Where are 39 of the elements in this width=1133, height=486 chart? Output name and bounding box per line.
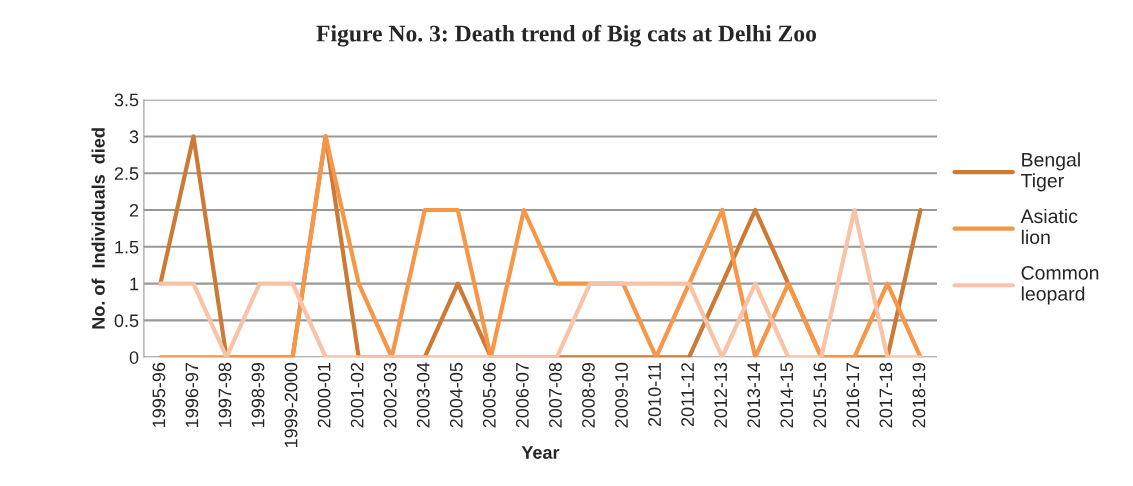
y-tick-label: 3 xyxy=(129,130,139,144)
x-tick-label: 1997-98 xyxy=(218,362,232,427)
y-axis-title: No. of Individuals died xyxy=(91,128,105,329)
x-tick-label: 2009-10 xyxy=(615,362,628,428)
x-tick-label: 2017-18 xyxy=(879,362,893,428)
x-axis-title: Year xyxy=(521,446,560,459)
x-tick-label: 2002-03 xyxy=(383,362,397,428)
x-tick-label: 1998-99 xyxy=(251,362,265,427)
y-tick-label: 2.5 xyxy=(114,167,139,180)
x-tick-label: 2013-14 xyxy=(747,362,761,428)
x-tick-label: 1996-97 xyxy=(185,362,199,427)
y-tick-label: 1.5 xyxy=(115,240,139,254)
legend-label: Bengal Tiger xyxy=(1021,152,1080,192)
x-tick-label: 2018-19 xyxy=(912,362,926,428)
line-series xyxy=(158,134,923,358)
x-tick-label: 2005-06 xyxy=(482,362,496,428)
x-tick-label: 2011-12 xyxy=(681,362,694,427)
x-tick-label: 2003-04 xyxy=(416,362,430,428)
x-tick-label: 2004-05 xyxy=(449,362,463,428)
x-tick-label: 2008-09 xyxy=(582,362,595,428)
y-tick-label: 1 xyxy=(130,277,139,291)
legend-label: Common leopard xyxy=(1021,265,1099,305)
x-tick-label: 2007-08 xyxy=(549,362,562,428)
y-tick-label: 2 xyxy=(129,203,139,217)
x-tick-label: 2006-07 xyxy=(515,362,529,428)
y-tick-label: 0 xyxy=(129,351,139,364)
x-tick-label: 1995-96 xyxy=(152,362,166,427)
x-tick-label: 2015-16 xyxy=(813,362,827,428)
x-tick-label: 2014-15 xyxy=(780,362,794,428)
x-tick-label: 1999-2000 xyxy=(284,362,298,448)
legend-label: Asiatic lion xyxy=(1020,208,1078,245)
y-tick-label: 3.5 xyxy=(114,93,139,107)
x-tick-label: 2016-17 xyxy=(846,362,860,428)
x-tick-label: 2001-02 xyxy=(350,362,364,428)
x-tick-label: 2012-13 xyxy=(714,362,728,428)
x-tick-label: 2000-01 xyxy=(317,362,331,428)
y-tick-label: 0.5 xyxy=(114,314,139,328)
chart-title: Figure No. 3: Death trend of Big cats at Delhi Zoo xyxy=(316,24,817,47)
x-tick-label: 2010-11 xyxy=(648,362,661,427)
